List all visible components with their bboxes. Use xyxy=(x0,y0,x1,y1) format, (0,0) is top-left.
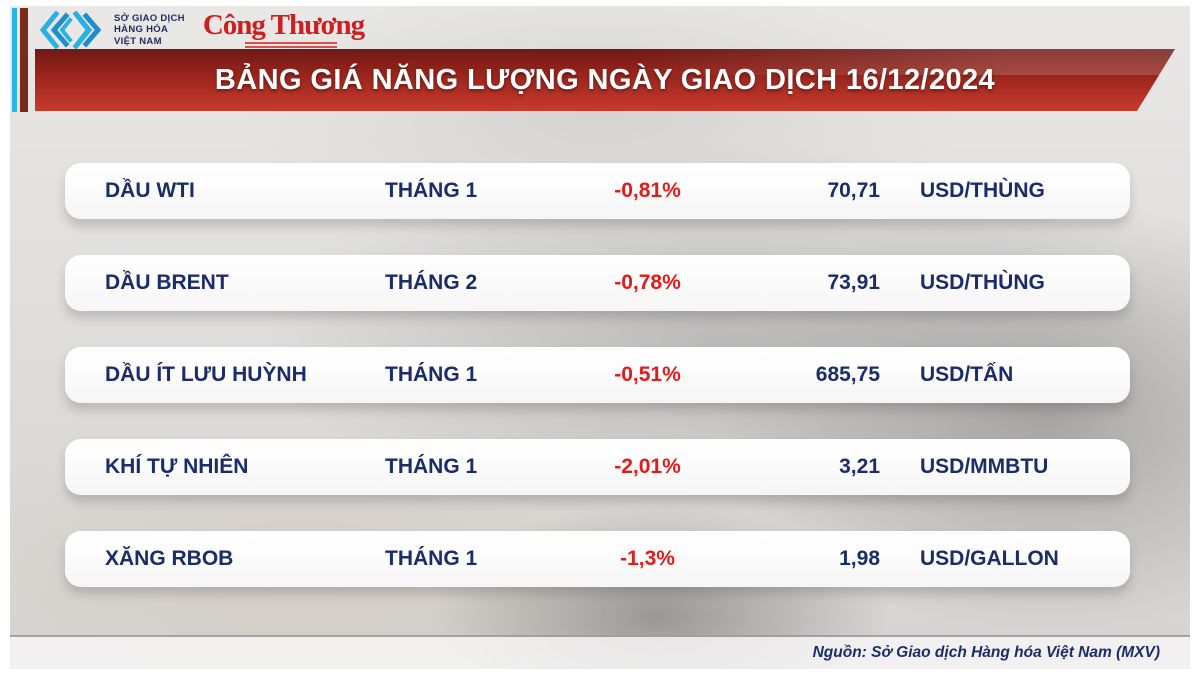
price-unit: USD/THÙNG xyxy=(920,179,1045,202)
change-percent: -0,78% xyxy=(614,271,681,294)
contract-month: THÁNG 1 xyxy=(385,455,478,478)
change-percent: -0,51% xyxy=(614,363,681,386)
commodity-name: DẦU ÍT LƯU HUỲNH xyxy=(105,363,307,386)
mxv-logo-line-1: SỞ GIAO DỊCH xyxy=(114,13,185,25)
page-title: BẢNG GIÁ NĂNG LƯỢNG NGÀY GIAO DỊCH 16/12… xyxy=(214,64,996,96)
accent-stripe-cyan xyxy=(12,8,17,112)
price-unit: USD/THÙNG xyxy=(920,271,1045,294)
congthuong-logo-text: Công Thương xyxy=(202,8,365,41)
contract-month: THÁNG 1 xyxy=(385,363,478,386)
commodity-name: KHÍ TỰ NHIÊN xyxy=(105,455,249,478)
source-strip: Nguồn: Sở Giao dịch Hàng hóa Việt Nam (M… xyxy=(10,635,1190,669)
table-row-xang-rbob: XĂNG RBOB THÁNG 1 -1,3% 1,98 USD/GALLON xyxy=(65,531,1130,587)
contract-month: THÁNG 1 xyxy=(385,547,478,570)
contract-month: THÁNG 2 xyxy=(385,271,478,294)
commodity-name: DẦU WTI xyxy=(105,179,195,202)
price-value: 3,21 xyxy=(839,455,880,478)
price-value: 1,98 xyxy=(839,547,880,570)
header-logos: SỞ GIAO DỊCH HÀNG HÓA VIỆT NAM Công Thươ… xyxy=(40,8,365,51)
mxv-logo-line-3: VIỆT NAM xyxy=(114,35,162,47)
contract-month: THÁNG 1 xyxy=(385,179,478,202)
congthuong-logo: Công Thương xyxy=(202,8,365,50)
table-row-dau-wti: DẦU WTI THÁNG 1 -0,81% 70,71 USD/THÙNG xyxy=(65,163,1130,219)
price-value: 70,71 xyxy=(827,179,880,202)
price-value: 685,75 xyxy=(815,363,880,386)
congthuong-tagline-lines xyxy=(244,41,337,50)
table-row-khi-tu-nhien: KHÍ TỰ NHIÊN THÁNG 1 -2,01% 3,21 USD/MMB… xyxy=(65,439,1130,495)
change-percent: -1,3% xyxy=(620,547,675,570)
table-row-dau-it-luu-huynh: DẦU ÍT LƯU HUỲNH THÁNG 1 -0,51% 685,75 U… xyxy=(65,347,1130,403)
mxv-logo-line-2: HÀNG HÓA xyxy=(114,24,169,36)
table-row-dau-brent: DẦU BRENT THÁNG 2 -0,78% 73,91 USD/THÙNG xyxy=(65,255,1130,311)
price-table: DẦU WTI THÁNG 1 -0,81% 70,71 USD/THÙNG D… xyxy=(65,163,1130,623)
price-unit: USD/TẤN xyxy=(920,363,1014,386)
change-percent: -2,01% xyxy=(614,455,681,478)
title-banner: BẢNG GIÁ NĂNG LƯỢNG NGÀY GIAO DỊCH 16/12… xyxy=(35,49,1175,111)
commodity-name: XĂNG RBOB xyxy=(105,547,234,570)
mxv-logo-icon xyxy=(40,11,102,49)
price-value: 73,91 xyxy=(827,271,880,294)
accent-stripe-maroon xyxy=(20,8,28,112)
mxv-logo-text: SỞ GIAO DỊCH HÀNG HÓA VIỆT NAM xyxy=(114,13,185,47)
source-credit: Nguồn: Sở Giao dịch Hàng hóa Việt Nam (M… xyxy=(812,644,1160,661)
commodity-name: DẦU BRENT xyxy=(105,271,229,294)
price-unit: USD/GALLON xyxy=(920,547,1059,570)
change-percent: -0,81% xyxy=(614,179,681,202)
price-unit: USD/MMBTU xyxy=(920,455,1049,478)
